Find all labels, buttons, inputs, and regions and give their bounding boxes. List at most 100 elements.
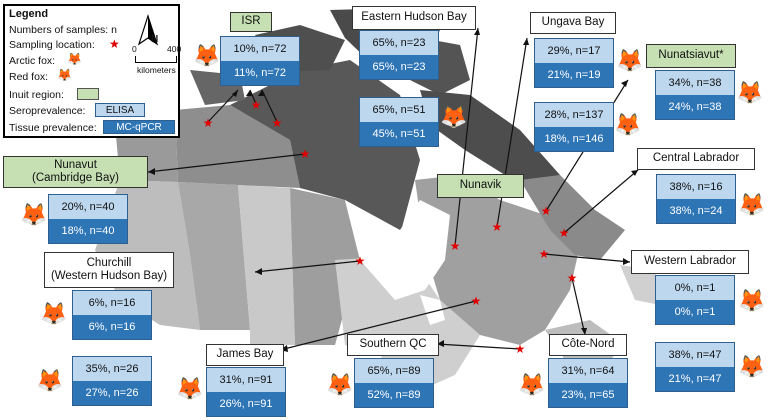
legend-inuit-region: Inuit region: <box>9 89 64 101</box>
churchill-arctic-elisa: 6%, n=16 <box>73 291 151 315</box>
stats-eastern-hudson-red: 65%, n=51 45%, n=51 <box>359 97 439 147</box>
scale-unit: kilometers <box>137 65 176 75</box>
nunavut-qpcr: 18%, n=40 <box>49 219 127 243</box>
stats-ungava-red: 28%, n=137 18%, n=146 <box>534 102 614 152</box>
star-isr-mid: ★ <box>251 98 262 112</box>
region-nwt <box>175 105 300 188</box>
legend-qpcr-swatch: MC-qPCR <box>103 120 175 134</box>
southern-qc-red-fox-icon: 🦊 <box>326 372 354 397</box>
nunatsiavut-red-fox-icon: 🦊 <box>736 80 764 105</box>
cote-nord-elisa: 31%, n=64 <box>549 359 627 383</box>
star-isr-east: ★ <box>272 116 283 130</box>
region-newfoundland <box>620 265 660 305</box>
connector-lines <box>147 27 639 351</box>
scale-bar: 0 400 kilometers <box>132 44 181 75</box>
arctic-fox-icon: 🦊 <box>67 52 82 66</box>
sampling-stars: ★ ★ ★ ★ ★ ★ ★ ★ ★ ★ ★ ★ ★ <box>203 98 578 356</box>
region-ontario <box>335 255 480 395</box>
stats-ungava-arctic: 29%, n=17 21%, n=19 <box>534 38 614 88</box>
label-nunavut: Nunavut (Cambridge Bay) <box>3 156 148 188</box>
legend-elisa-swatch: ELISA <box>95 103 145 117</box>
wl-red-qpcr: 21%, n=47 <box>656 367 734 391</box>
cote-nord-red-fox-icon: 🦊 <box>518 372 546 397</box>
legend-sampling: Sampling location: <box>9 39 95 51</box>
nunatsiavut-qpcr: 24%, n=38 <box>656 95 734 119</box>
label-james-bay: James Bay <box>206 344 284 366</box>
nunatsiavut-elisa: 34%, n=38 <box>656 71 734 95</box>
james-bay-red-fox-icon: 🦊 <box>176 376 204 401</box>
churchill-red-elisa: 35%, n=26 <box>73 357 151 381</box>
ehb-red-qpcr: 45%, n=51 <box>360 122 438 146</box>
legend-seroprevalence: Seroprevalence: <box>9 105 86 117</box>
ungava-arctic-elisa: 29%, n=17 <box>535 39 613 63</box>
stats-nunatsiavut: 34%, n=38 24%, n=38 <box>655 70 735 120</box>
stats-isr: 10%, n=72 11%, n=72 <box>220 36 300 86</box>
scale-min: 0 <box>132 44 137 54</box>
central-labrador-red-fox-icon: 🦊 <box>738 192 766 217</box>
star-southern-qc: ★ <box>515 342 526 356</box>
isr-arctic-fox-icon: 🦊 <box>193 43 221 68</box>
wl-red-fox-icon: 🦊 <box>738 354 766 379</box>
nunavut-arctic-fox-icon: 🦊 <box>20 202 48 227</box>
cote-nord-qpcr: 23%, n=65 <box>549 383 627 407</box>
ungava-arctic-qpcr: 21%, n=19 <box>535 63 613 87</box>
churchill-red-qpcr: 27%, n=26 <box>73 381 151 405</box>
label-churchill: Churchill (Western Hudson Bay) <box>44 252 174 288</box>
region-alberta <box>178 182 250 330</box>
churchill-red-fox-icon: 🦊 <box>36 368 64 393</box>
star-james-bay: ★ <box>471 294 482 308</box>
churchill-arctic-qpcr: 6%, n=16 <box>73 315 151 339</box>
hudson-bay <box>345 200 450 300</box>
region-saskatchewan <box>238 185 295 345</box>
stats-eastern-hudson-arctic: 65%, n=23 65%, n=23 <box>359 30 439 80</box>
central-labrador-elisa: 38%, n=16 <box>657 175 735 199</box>
legend-samples: Numbers of samples: n <box>9 24 117 36</box>
north-label: N <box>151 34 159 45</box>
wl-arctic-qpcr: 0%, n=1 <box>656 300 734 324</box>
stats-western-labrador-red: 38%, n=47 21%, n=47 <box>655 342 735 392</box>
stats-churchill-red: 35%, n=26 27%, n=26 <box>72 356 152 406</box>
legend-title: Legend <box>9 8 49 20</box>
legend-star-icon: ★ <box>109 37 120 51</box>
label-central-labrador: Central Labrador <box>637 148 755 170</box>
label-nunavik: Nunavik <box>437 174 524 198</box>
ehb-red-elisa: 65%, n=51 <box>360 98 438 122</box>
wl-arctic-elisa: 0%, n=1 <box>656 276 734 300</box>
central-labrador-qpcr: 38%, n=24 <box>657 199 735 223</box>
star-nunatsiavut: ★ <box>541 204 552 218</box>
baffin-island <box>420 90 560 195</box>
region-quebec <box>415 175 580 345</box>
label-nunatsiavut: Nunatsiavut* <box>646 44 736 68</box>
isr-elisa: 10%, n=72 <box>221 37 299 61</box>
star-eastern-hudson: ★ <box>450 239 461 253</box>
stats-southern-qc: 65%, n=89 52%, n=89 <box>354 358 434 408</box>
scale-max: 400 <box>167 44 182 54</box>
star-churchill: ★ <box>355 254 366 268</box>
legend-red-fox: Red fox: <box>9 71 49 83</box>
legend-arctic-fox: Arctic fox: <box>9 55 56 67</box>
james-bay-water <box>420 295 445 325</box>
isr-qpcr: 11%, n=72 <box>221 61 299 85</box>
ungava-red-qpcr: 18%, n=146 <box>535 127 613 151</box>
star-ungava: ★ <box>492 220 503 234</box>
wl-arctic-fox-icon: 🦊 <box>738 288 766 313</box>
legend-inuit-swatch <box>77 88 99 100</box>
stats-western-labrador-arctic: 0%, n=1 0%, n=1 <box>655 275 735 325</box>
star-western-labrador: ★ <box>539 247 550 261</box>
star-cote-nord: ★ <box>567 271 578 285</box>
stats-cote-nord: 31%, n=64 23%, n=65 <box>548 358 628 408</box>
ungava-red-elisa: 28%, n=137 <box>535 103 613 127</box>
ungava-red-fox-icon: 🦊 <box>614 112 642 137</box>
ehb-arctic-qpcr: 65%, n=23 <box>360 55 438 79</box>
north-arrow-icon <box>137 14 159 46</box>
stats-nunavut: 20%, n=40 18%, n=40 <box>48 194 128 244</box>
ungava-arctic-fox-icon: 🦊 <box>616 48 644 73</box>
label-southern-qc: Southern QC <box>347 334 439 356</box>
legend-tissue: Tissue prevalence: <box>9 122 97 134</box>
legend: Legend Numbers of samples: n Sampling lo… <box>3 4 181 138</box>
label-eastern-hudson-bay: Eastern Hudson Bay <box>352 6 476 30</box>
label-cote-nord: Côte-Nord <box>549 334 627 356</box>
nunavut-elisa: 20%, n=40 <box>49 195 127 219</box>
wl-red-elisa: 38%, n=47 <box>656 343 734 367</box>
